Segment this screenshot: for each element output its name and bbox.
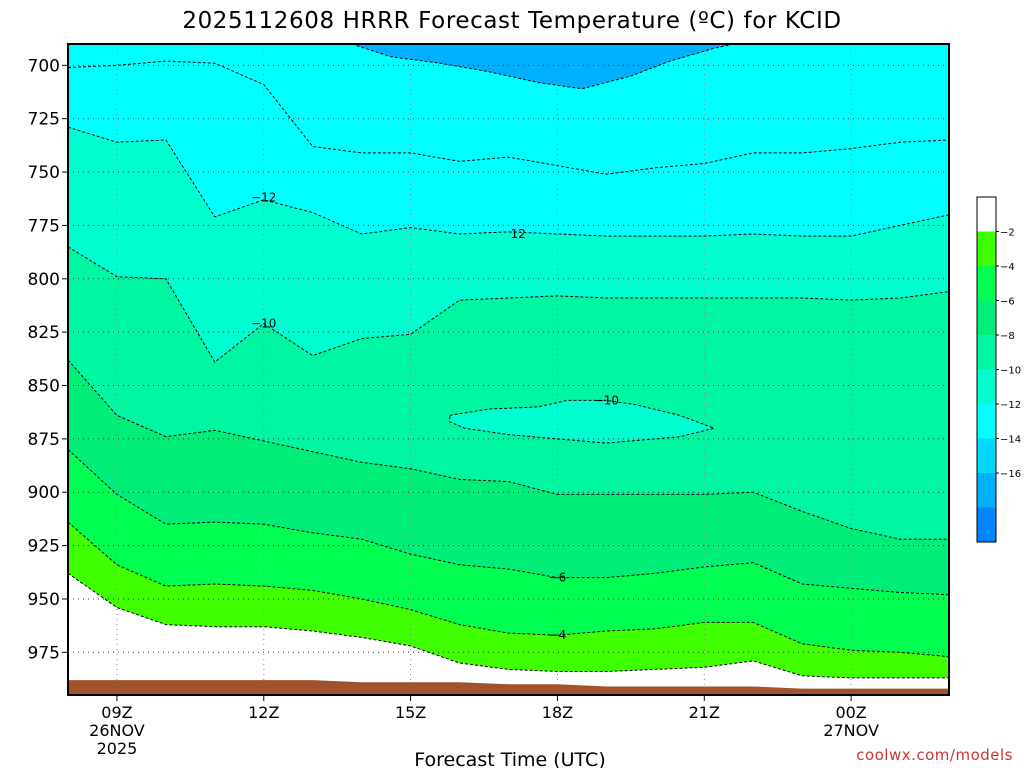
colorbar-legend: −16 −14 −12 −10 −8 −6 −4 −2	[976, 196, 1021, 543]
colorbar-swatch	[977, 300, 996, 335]
x-axis-label: Forecast Time (UTC)	[414, 749, 605, 768]
contour-label: −10	[594, 393, 619, 407]
contour-label: −4	[549, 628, 567, 642]
plot-frame	[67, 43, 950, 696]
x-tick-label: 09Z	[101, 703, 132, 722]
y-tick-label: 900	[28, 483, 60, 503]
y-tick-label: 825	[28, 323, 60, 343]
x-tick-label: 18Z	[542, 703, 573, 722]
colorbar-swatch	[977, 197, 996, 232]
colorbar-swatch	[977, 369, 996, 404]
contour--10	[68, 246, 949, 363]
x-tick-label: 15Z	[395, 703, 426, 722]
contour--12	[68, 126, 949, 237]
colorbar-swatch	[977, 335, 996, 370]
x-tick-label: 00Z	[835, 703, 866, 722]
colorbar-swatch	[977, 231, 996, 266]
y-tick-label: 750	[28, 163, 60, 183]
x-tick-date-label: 27NOV	[823, 721, 879, 740]
y-tick-label: 925	[28, 537, 60, 557]
colorbar-tick-label: −12	[1000, 400, 1021, 411]
y-tick-label: 725	[28, 110, 60, 130]
ground-surface	[68, 680, 949, 695]
y-tick-label: 975	[28, 643, 60, 663]
colorbar-tick-label: −16	[1000, 469, 1021, 480]
y-tick-label: 800	[28, 270, 60, 290]
y-tick-label: 775	[28, 216, 60, 236]
colorbar-tick-label: −2	[1000, 228, 1015, 239]
colorbar-swatch	[977, 507, 996, 542]
credit-text: coolwx.com/models	[856, 746, 1013, 764]
y-tick-label: 850	[28, 377, 60, 397]
colorbar-swatch	[977, 438, 996, 473]
contour--6	[68, 449, 949, 596]
contour--4	[68, 521, 949, 658]
colorbar-swatch	[977, 473, 996, 508]
contour-label: −10	[251, 317, 276, 331]
y-tick-label: 950	[28, 590, 60, 610]
y-tick-label: 700	[28, 56, 60, 76]
colorbar-tick-label: −10	[1000, 366, 1021, 377]
contour--8	[68, 359, 949, 540]
colorbar-tick-label: −8	[1000, 331, 1015, 342]
x-tick-date-label: 26NOV	[89, 721, 145, 740]
colorbar-swatch	[977, 266, 996, 301]
contour-lines: −12 12 −10 −10 −6 −4	[68, 44, 949, 679]
colorbar-tick-label: −6	[1000, 297, 1015, 308]
colorbar-swatch	[977, 404, 996, 439]
chart-title: 2025112608 HRRR Forecast Temperature (ºC…	[182, 8, 841, 34]
grid	[68, 44, 949, 695]
fill-cold-pocket	[449, 400, 715, 444]
contour-label: −6	[549, 571, 567, 585]
contour--2	[68, 572, 949, 679]
contour-label: 12	[511, 227, 526, 241]
fill-cold-core	[351, 44, 734, 89]
contour--14	[68, 60, 949, 175]
y-tick-label: 875	[28, 430, 60, 450]
x-tick-date-label: 2025	[97, 739, 138, 758]
contour-cold-pocket	[449, 399, 716, 444]
colorbar-tick-label: −14	[1000, 435, 1021, 446]
x-tick-label: 21Z	[689, 703, 720, 722]
y-axis-ticks: 700 725 750 775 800 825 850 875 900 925 950 975	[28, 56, 68, 663]
fill-band-0-to--2	[68, 573, 949, 695]
x-tick-label: 12Z	[248, 703, 279, 722]
plot-area	[68, 44, 949, 695]
contour-label: −12	[251, 191, 276, 205]
colorbar-tick-label: −4	[1000, 262, 1015, 273]
contour-cold-core	[351, 44, 734, 90]
